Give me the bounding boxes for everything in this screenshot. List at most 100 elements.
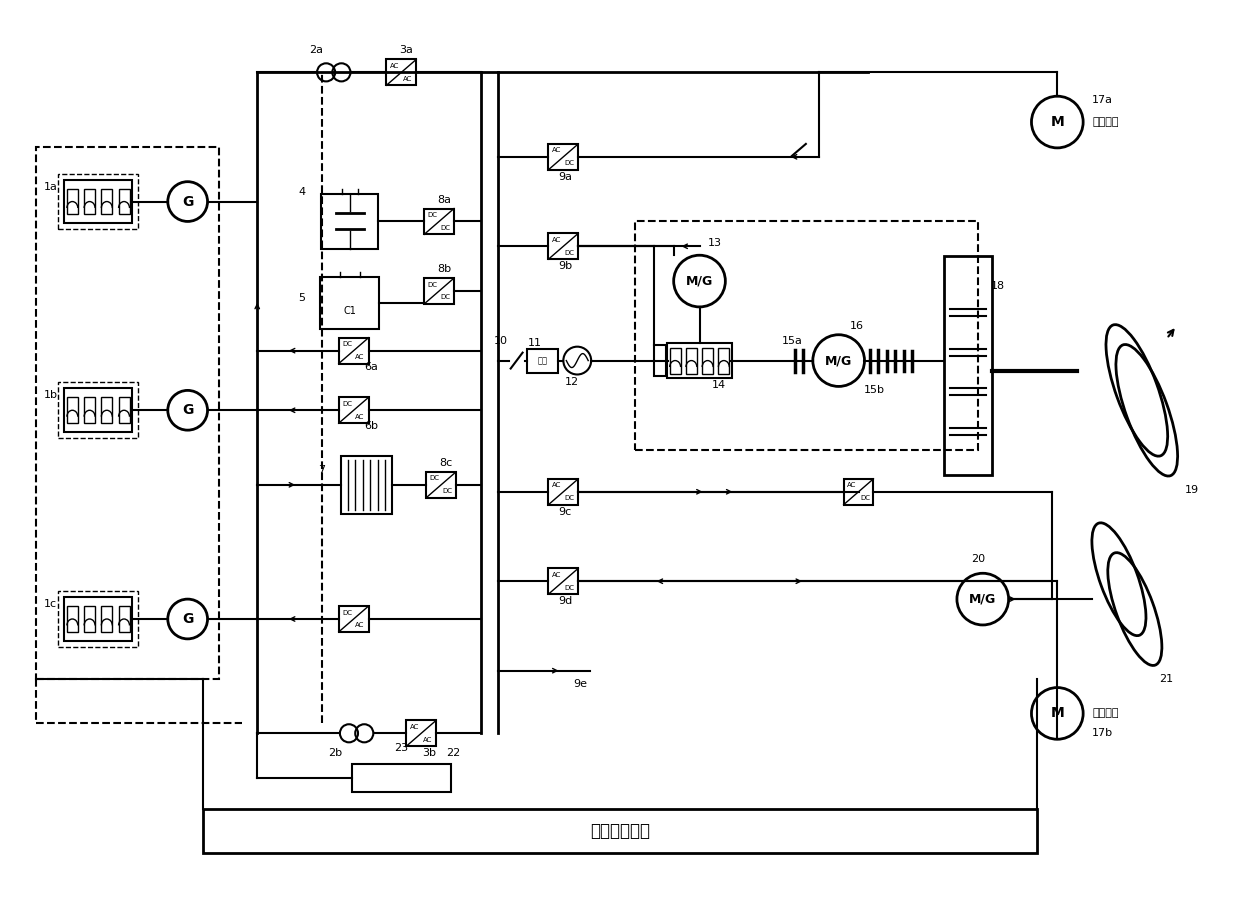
Text: AC: AC <box>356 414 365 420</box>
Bar <box>64 179 131 224</box>
Bar <box>670 348 681 373</box>
Text: G: G <box>182 612 193 626</box>
Bar <box>653 345 666 377</box>
Bar <box>667 343 732 379</box>
Text: AC: AC <box>552 571 562 578</box>
Text: DC: DC <box>440 225 450 231</box>
Bar <box>64 597 131 641</box>
Text: 16: 16 <box>849 321 863 331</box>
Text: AC: AC <box>847 482 857 489</box>
Bar <box>424 278 454 304</box>
Text: DC: DC <box>861 495 870 501</box>
Text: AC: AC <box>403 76 413 82</box>
Bar <box>548 233 578 259</box>
Text: M: M <box>1050 706 1064 721</box>
Text: 1c: 1c <box>43 599 57 609</box>
Bar <box>702 348 713 373</box>
Text: 起重电机: 起重电机 <box>1092 117 1118 127</box>
Text: 13: 13 <box>708 238 722 248</box>
Text: AC: AC <box>356 354 365 360</box>
Bar <box>548 144 578 170</box>
Bar <box>424 208 454 235</box>
Text: DC: DC <box>564 585 575 591</box>
Text: DC: DC <box>342 341 352 348</box>
Text: AC: AC <box>423 737 433 743</box>
Text: DC: DC <box>428 281 438 288</box>
Text: 6b: 6b <box>365 421 378 431</box>
Text: C1: C1 <box>343 306 356 316</box>
Text: 21: 21 <box>1159 673 1174 683</box>
Bar <box>548 569 578 594</box>
Text: 9a: 9a <box>558 172 573 182</box>
Text: DC: DC <box>342 610 352 615</box>
Text: 8b: 8b <box>436 264 451 274</box>
Text: 17b: 17b <box>1092 728 1114 738</box>
Text: M: M <box>1050 115 1064 129</box>
Text: 11: 11 <box>527 338 542 348</box>
Text: 10: 10 <box>494 336 507 346</box>
Text: G: G <box>182 195 193 208</box>
Bar <box>58 382 138 438</box>
Text: 12: 12 <box>565 378 579 388</box>
Text: 19: 19 <box>1184 485 1199 495</box>
Bar <box>635 221 978 450</box>
Bar <box>843 479 873 505</box>
Text: G: G <box>182 403 193 418</box>
Bar <box>944 257 992 475</box>
Text: 起重电机: 起重电机 <box>1092 708 1118 718</box>
Text: 9b: 9b <box>558 261 573 271</box>
Bar <box>102 398 113 423</box>
Bar <box>36 147 219 679</box>
Text: M/G: M/G <box>825 354 852 367</box>
Bar <box>64 389 131 432</box>
Text: 8c: 8c <box>439 458 453 468</box>
Text: 17a: 17a <box>1092 96 1114 106</box>
Bar <box>84 606 95 632</box>
Text: 3b: 3b <box>422 748 436 758</box>
Text: 1a: 1a <box>43 182 57 192</box>
Text: 20: 20 <box>971 554 985 564</box>
Text: 15b: 15b <box>864 386 885 396</box>
Bar <box>407 721 436 746</box>
Text: 6a: 6a <box>365 361 378 371</box>
Text: 整船冷却系统: 整船冷却系统 <box>590 822 650 840</box>
Text: DC: DC <box>429 475 440 481</box>
Text: DC: DC <box>564 160 575 167</box>
Bar <box>84 398 95 423</box>
Text: DC: DC <box>428 212 438 218</box>
Bar <box>339 606 368 632</box>
Text: DC: DC <box>440 295 450 300</box>
Bar <box>339 338 368 364</box>
Bar <box>102 188 113 215</box>
Text: AC: AC <box>552 482 562 489</box>
Text: 8a: 8a <box>436 195 451 205</box>
Text: 2b: 2b <box>327 748 342 758</box>
Bar <box>321 194 378 248</box>
Text: AC: AC <box>356 622 365 629</box>
Bar <box>320 277 379 329</box>
Text: 23: 23 <box>394 743 408 753</box>
Bar <box>341 456 392 513</box>
Bar <box>427 472 456 498</box>
Text: DC: DC <box>564 495 575 501</box>
Bar <box>527 349 558 372</box>
Text: M/G: M/G <box>970 592 997 606</box>
Text: 5: 5 <box>299 293 305 303</box>
Bar <box>387 59 417 86</box>
Bar <box>718 348 729 373</box>
Bar <box>67 606 78 632</box>
Text: 9e: 9e <box>573 679 588 689</box>
Text: 1b: 1b <box>43 390 57 400</box>
Text: AC: AC <box>552 147 562 154</box>
Bar <box>58 592 138 647</box>
Bar <box>119 398 129 423</box>
Bar <box>102 606 113 632</box>
Text: DC: DC <box>342 400 352 407</box>
Text: 9c: 9c <box>559 507 572 517</box>
Text: AC: AC <box>410 723 419 730</box>
Text: 液氨: 液氨 <box>537 356 548 365</box>
Bar <box>339 398 368 423</box>
Text: AC: AC <box>552 237 562 243</box>
Text: M/G: M/G <box>686 275 713 288</box>
Text: 18: 18 <box>991 281 1004 291</box>
